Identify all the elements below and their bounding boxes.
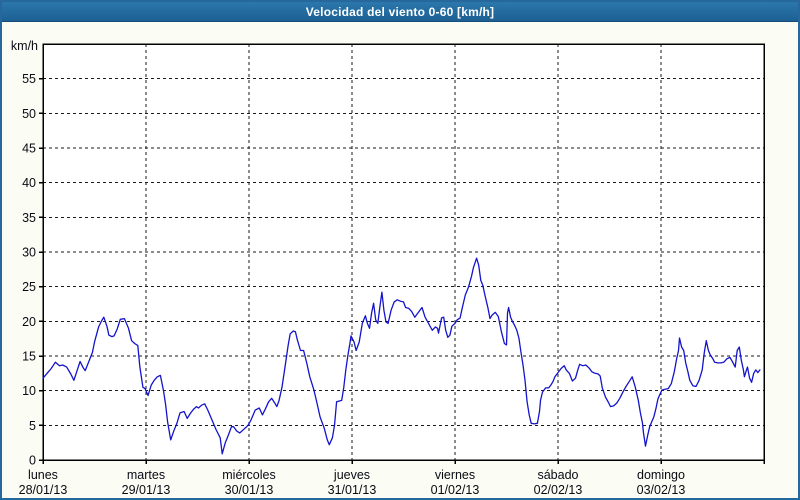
y-tick-label: 35 (22, 211, 36, 225)
x-day-label: miércoles (222, 468, 276, 482)
x-day-label: martes (127, 468, 165, 482)
y-tick-label: 30 (22, 246, 36, 260)
x-day-label: lunes (28, 468, 58, 482)
y-tick-label: 45 (22, 142, 36, 156)
x-day-label: sábado (537, 468, 578, 482)
wind-speed-series-line (42, 257, 761, 455)
x-day-label: viernes (435, 468, 475, 482)
x-day-label: jueves (333, 468, 370, 482)
x-date-label: 29/01/13 (122, 483, 171, 497)
x-day-label: domingo (637, 468, 685, 482)
x-date-label: 03/02/13 (637, 483, 686, 497)
y-tick-label: 15 (22, 350, 36, 364)
y-tick-label: 10 (22, 384, 36, 398)
y-tick-label: 5 (29, 419, 36, 433)
x-date-label: 30/01/13 (225, 483, 274, 497)
y-tick-label: 40 (22, 176, 36, 190)
y-axis-unit: km/h (11, 39, 38, 53)
chart-title-bar: Velocidad del viento 0-60 [km/h] (2, 2, 798, 22)
y-tick-label: 0 (29, 454, 36, 468)
chart-title: Velocidad del viento 0-60 [km/h] (305, 4, 495, 19)
y-tick-label: 25 (22, 280, 36, 294)
x-date-label: 02/02/13 (534, 483, 583, 497)
x-date-label: 31/01/13 (328, 483, 377, 497)
y-tick-label: 55 (22, 72, 36, 86)
y-tick-label: 50 (22, 107, 36, 121)
x-date-label: 01/02/13 (431, 483, 480, 497)
y-tick-label: 20 (22, 315, 36, 329)
x-date-label: 28/01/13 (19, 483, 68, 497)
